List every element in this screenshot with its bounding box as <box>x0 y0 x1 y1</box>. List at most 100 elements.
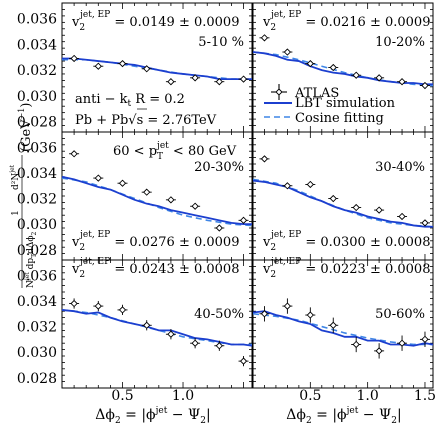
atlas-marker <box>329 194 337 203</box>
legend-atlas-label: ATLAS <box>294 86 339 101</box>
atlas-marker <box>215 78 223 86</box>
legend-cosine-label: Cosine fitting <box>295 111 384 126</box>
atlas-marker <box>239 75 248 83</box>
centrality-label: 50-60% <box>375 307 425 322</box>
atlas-point <box>374 206 385 214</box>
legend-atlas-marker <box>271 84 287 100</box>
y-tick-label: 0.034 <box>17 37 57 53</box>
atlas-point <box>69 298 80 309</box>
atlas-marker <box>306 180 314 189</box>
atlas-marker <box>70 150 78 158</box>
atlas-point <box>351 336 362 353</box>
cosine-fit-curve <box>252 51 434 87</box>
atlas-point <box>190 202 201 210</box>
atlas-marker <box>352 340 360 349</box>
atlas-marker <box>118 179 127 187</box>
x-tick-label: 0.5 <box>299 388 321 404</box>
atlas-marker <box>398 78 406 86</box>
atlas-marker <box>398 212 406 221</box>
atlas-point <box>190 74 201 82</box>
atlas-point <box>305 59 316 68</box>
atlas-point <box>117 59 128 68</box>
atlas-marker <box>94 174 102 182</box>
lbt-curve <box>62 57 252 81</box>
y-tick-label: 0.036 <box>17 11 57 27</box>
atlas-point <box>259 34 270 42</box>
atlas-marker <box>143 188 151 196</box>
atlas-point <box>282 182 293 190</box>
atlas-point <box>141 65 152 73</box>
atlas-point <box>93 174 104 182</box>
y-tick-label: 0.028 <box>17 371 57 387</box>
v2-label: v2jet, EP = 0.0149 ± 0.0009 <box>71 10 239 33</box>
atlas-point <box>397 212 408 221</box>
atlas-marker <box>306 59 314 68</box>
lbt-curve <box>252 179 433 228</box>
atlas-point <box>69 150 80 158</box>
algorithm-annotation: anti − kt R = 0.2 <box>75 92 185 109</box>
atlas-marker <box>118 59 127 68</box>
atlas-marker <box>283 48 292 56</box>
centrality-label: 5-10 % <box>198 35 244 50</box>
centrality-label: 30-40% <box>375 160 425 175</box>
panel-20-30: 0.036 0.034 0.032 0.030 0.028 v2jet, EP = 0.0… <box>17 131 253 261</box>
cosine-fit-curve <box>252 178 434 228</box>
atlas-marker <box>398 339 406 347</box>
atlas-marker <box>375 206 383 214</box>
pt-range-annotation: 60 < pTjet < 80 GeV <box>113 141 237 162</box>
atlas-point <box>328 63 339 72</box>
y-tick-label: 0.032 <box>17 63 57 79</box>
panel-5-10: 0.036 0.034 0.032 0.030 0.028 v2jet, EP = 0.0… <box>17 2 253 133</box>
panels: 0.036 0.034 0.032 0.030 0.028 v2jet, EP = 0.0… <box>17 2 436 404</box>
x-tick-label: 1.0 <box>357 388 379 404</box>
y-tick-label: 0.030 <box>17 345 57 361</box>
panel-10-20: v2jet, EP = 0.0216 ± 0.0009 10-20% <box>252 2 434 133</box>
legend-lbt-label: LBT simulation <box>295 96 396 111</box>
atlas-point <box>165 196 176 204</box>
y-tick-label: 0.034 <box>17 166 57 182</box>
lbt-curve <box>252 310 434 347</box>
atlas-marker <box>94 302 102 310</box>
atlas-point <box>397 78 408 86</box>
x-tick-label: 0.5 <box>111 388 133 404</box>
atlas-point <box>374 74 385 82</box>
atlas-marker <box>421 335 429 343</box>
atlas-marker <box>94 62 102 70</box>
v2-label: v2jet, EP = 0.0223 ± 0.0008 <box>262 257 430 280</box>
atlas-marker <box>215 224 223 232</box>
atlas-point <box>165 78 176 86</box>
atlas-point <box>351 71 362 79</box>
atlas-point <box>419 219 430 227</box>
atlas-marker <box>191 74 199 82</box>
v2-label: v2jet, EP = 0.0300 ± 0.0008 <box>262 230 430 253</box>
y-tick-label: 0.028 <box>17 115 57 131</box>
atlas-point <box>419 331 430 348</box>
atlas-point <box>305 180 316 189</box>
v2-label: v2jet, EP = 0.0243 ± 0.0008 <box>71 257 239 280</box>
legend: ATLAS LBT simulation Cosine fitting <box>264 84 396 126</box>
atlas-marker <box>191 202 199 210</box>
panel-50-60: 0.5 1.0 1.5 v2jet, EP = 0.0223 ± 0.0008 50-6… <box>252 257 436 404</box>
atlas-point <box>69 54 80 63</box>
atlas-marker <box>70 54 78 63</box>
atlas-marker <box>167 78 175 86</box>
atlas-point <box>374 343 385 359</box>
atlas-marker <box>329 63 337 72</box>
atlas-point <box>419 81 430 90</box>
atlas-point <box>238 216 249 224</box>
atlas-marker <box>375 347 383 355</box>
atlas-marker <box>352 203 360 212</box>
atlas-marker <box>283 182 292 190</box>
y-tick-label: 0.030 <box>17 89 57 105</box>
centrality-label: 20-30% <box>194 160 244 175</box>
atlas-marker <box>239 216 248 224</box>
y-tick-label: 0.032 <box>17 320 57 336</box>
ylabel-denominator: Njet dpTdΔϕ2 <box>24 231 38 288</box>
panel-40-50: 0.036 0.034 0.032 0.030 0.028 0.5 1.0 v2jet, EP… <box>17 257 253 404</box>
atlas-marker <box>70 299 78 308</box>
y-tick-label: 0.036 <box>17 268 57 284</box>
centrality-label: 10-20% <box>375 35 425 50</box>
panel-30-40: v2jet, EP = 0.0300 ± 0.0008 30-40% <box>252 131 434 261</box>
atlas-point <box>305 307 316 323</box>
atlas-marker <box>215 342 223 350</box>
